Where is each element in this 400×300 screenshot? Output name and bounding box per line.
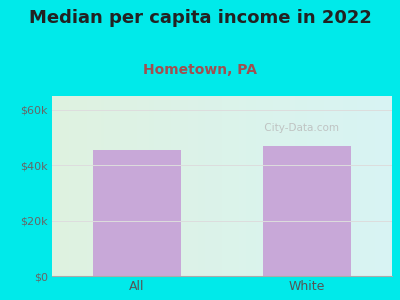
Bar	[263, 146, 351, 276]
Text: Median per capita income in 2022: Median per capita income in 2022	[28, 9, 372, 27]
Text: City-Data.com: City-Data.com	[261, 123, 339, 134]
Bar	[93, 150, 181, 276]
Text: Hometown, PA: Hometown, PA	[143, 63, 257, 77]
